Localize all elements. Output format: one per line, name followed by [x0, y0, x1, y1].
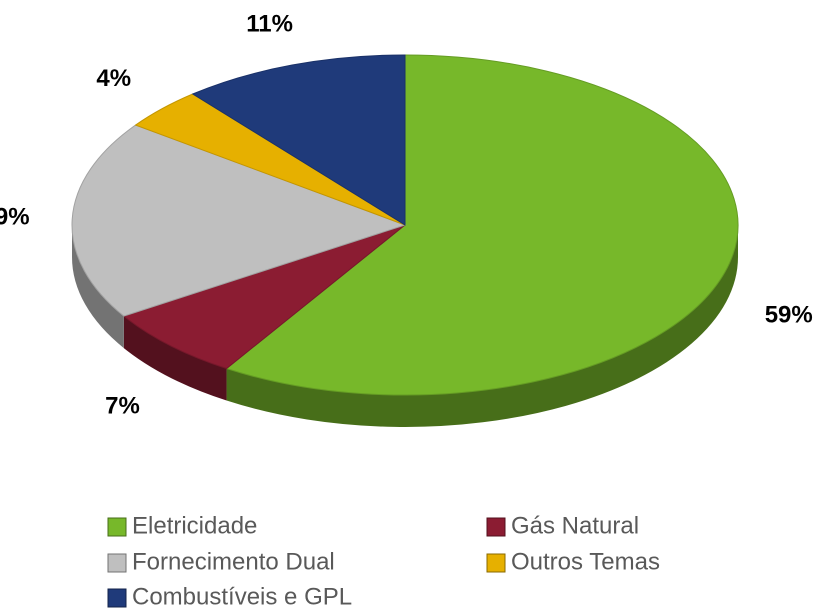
slice — [225, 54, 739, 396]
legend-label: Gás Natural — [511, 512, 639, 539]
slice-side — [72, 225, 124, 349]
legend-marker — [486, 553, 506, 573]
slice-side — [123, 316, 227, 401]
legend-marker — [486, 517, 506, 537]
legend-marker — [107, 588, 127, 608]
slice — [71, 124, 407, 317]
slice — [191, 54, 406, 226]
slice — [122, 224, 406, 370]
legend-marker — [107, 517, 127, 537]
data-label: 59% — [765, 302, 813, 329]
data-label: 7% — [105, 393, 140, 420]
legend-marker — [107, 553, 127, 573]
data-label: 11% — [246, 10, 293, 37]
data-label: 4% — [96, 65, 131, 92]
slice-group — [225, 54, 739, 428]
legend-label: Outros Temas — [511, 548, 660, 575]
legend-label: Eletricidade — [132, 512, 257, 539]
slice-group — [122, 224, 406, 401]
legend-label: Fornecimento Dual — [132, 548, 335, 575]
legend-label: Combustíveis e GPL — [132, 583, 352, 608]
data-label: 19% — [0, 204, 30, 231]
slice-group — [71, 124, 407, 349]
slice-group — [191, 54, 406, 226]
slice-side — [226, 225, 738, 428]
